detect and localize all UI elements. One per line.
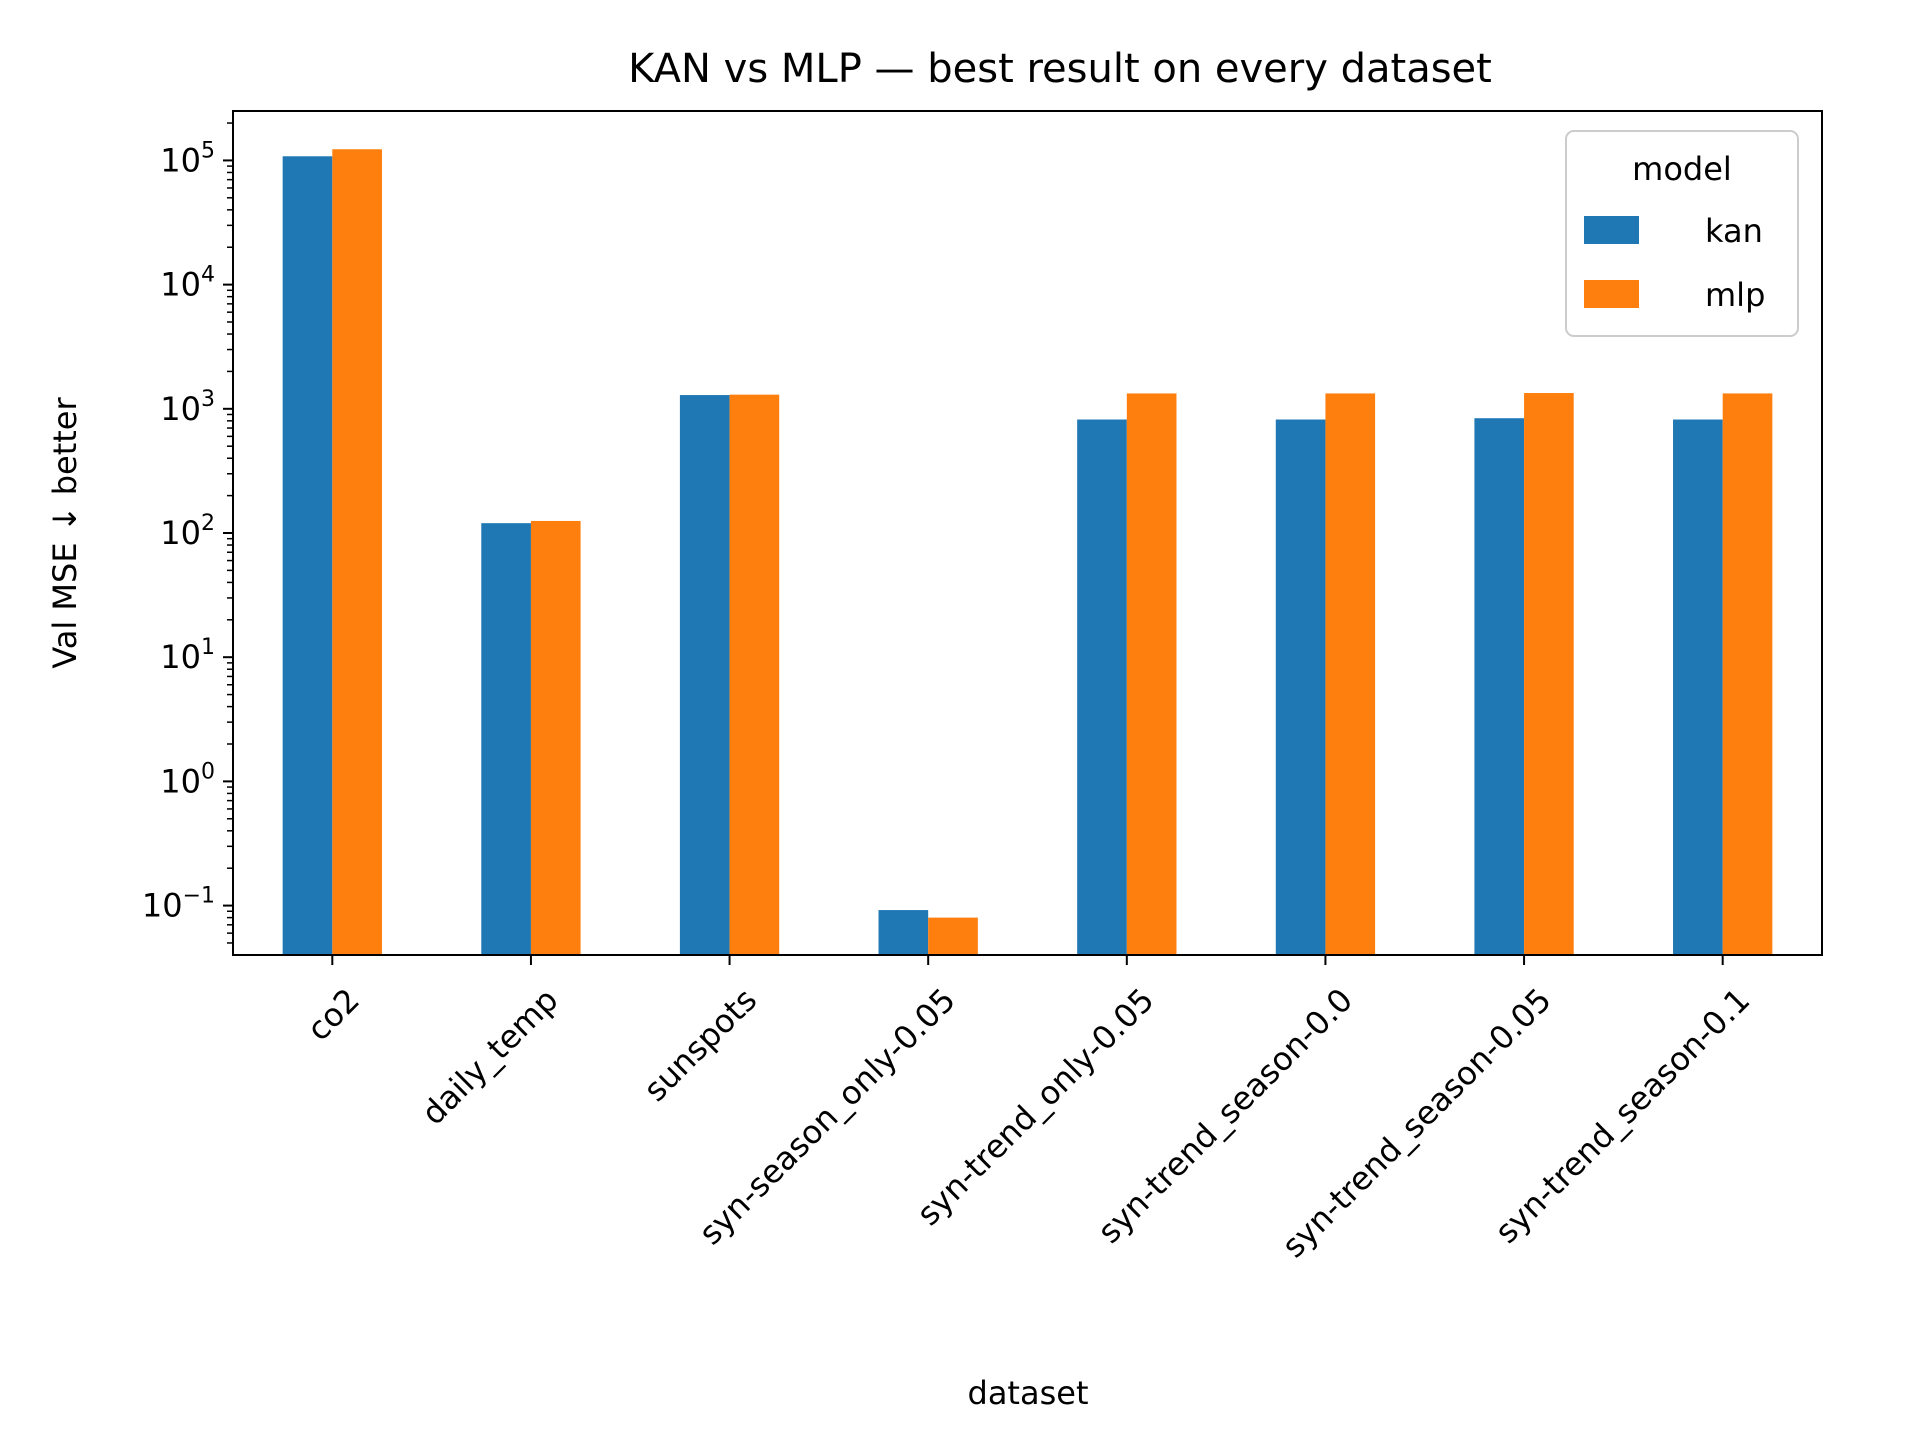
bar-mlp-syn-trend-season-0-0	[1325, 393, 1376, 955]
legend-swatch-mlp	[1584, 280, 1639, 308]
bar-mlp-syn-trend-season-0-05	[1524, 393, 1574, 955]
bar-kan-syn-trend-season-0-0	[1275, 419, 1326, 955]
bar-kan-co2	[282, 156, 333, 955]
bar-kan-syn-trend-only-0-05	[1077, 419, 1127, 955]
bar-kan-syn-trend-season-0-1	[1673, 419, 1723, 955]
legend-label-mlp: mlp	[1705, 276, 1765, 314]
bar-mlp-sunspots	[729, 394, 780, 956]
bar-mlp-syn-season-only-0-05	[928, 917, 978, 955]
bar-mlp-syn-trend-season-0-1	[1722, 393, 1773, 955]
bars-group	[282, 149, 1773, 956]
y-tick-label: 10−1	[142, 884, 215, 925]
y-tick-label: 105	[160, 138, 215, 179]
x-tick-label-co2: co2	[299, 981, 367, 1049]
legend-swatch-kan	[1584, 216, 1639, 244]
legend-title: model	[1632, 150, 1732, 188]
x-tick-label-sunspots: sunspots	[636, 981, 764, 1109]
y-tick-label: 102	[160, 511, 215, 552]
bar-kan-daily-temp	[481, 523, 531, 955]
bar-kan-syn-trend-season-0-05	[1474, 418, 1525, 956]
y-axis: 10−1 100 101 102 103 104 105	[142, 122, 233, 944]
y-tick-label: 101	[160, 635, 215, 676]
x-axis: co2 daily_temp sunspotssyn-season_only-0.0…	[299, 955, 1757, 1265]
bar-kan-syn-season-only-0-05	[878, 910, 929, 955]
legend-label-kan: kan	[1705, 212, 1763, 250]
bar-mlp-daily-temp	[530, 520, 581, 955]
bar-mlp-co2	[332, 149, 382, 956]
y-tick-label: 100	[160, 759, 215, 800]
y-tick-label: 104	[160, 263, 215, 304]
x-axis-label: dataset	[968, 1374, 1089, 1412]
bar-kan-sunspots	[679, 395, 730, 956]
legend: model kan mlp	[1565, 130, 1799, 337]
y-axis-label: Val MSE ↓ better	[46, 397, 84, 669]
x-tick-label-daily-temp: daily_temp	[414, 981, 566, 1133]
y-tick-label: 103	[160, 387, 215, 428]
chart-title: KAN vs MLP — best result on every datase…	[628, 46, 1492, 92]
plot-frame	[232, 110, 1823, 956]
bar-mlp-syn-trend-only-0-05	[1126, 393, 1177, 955]
